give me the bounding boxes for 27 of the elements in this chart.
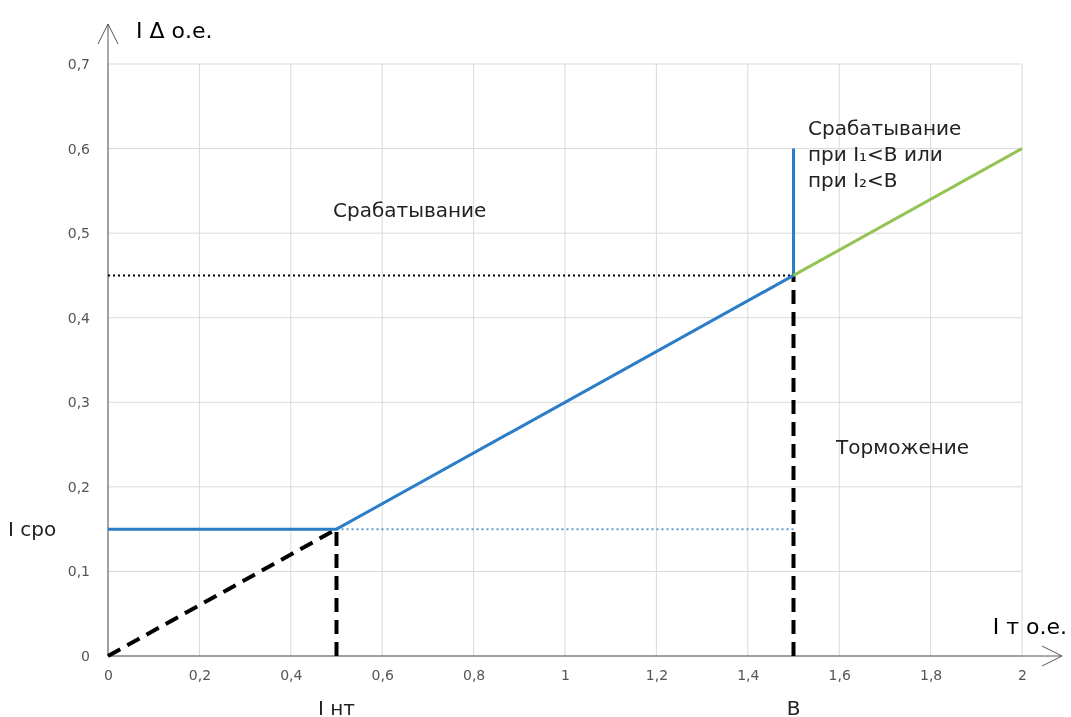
x-tick-label: 1,6 bbox=[828, 666, 851, 683]
x-tick-label: 2 bbox=[1018, 666, 1027, 683]
y-axis-title: I Δ о.е. bbox=[136, 18, 213, 43]
x-tick-label: 0 bbox=[104, 666, 113, 683]
y-tick-label: 0,6 bbox=[67, 140, 91, 157]
x-tick-label: 0,6 bbox=[371, 666, 394, 683]
y-tick-label: 0,1 bbox=[67, 563, 90, 580]
annotation: B bbox=[786, 696, 801, 717]
y-tick-label: 0 bbox=[81, 647, 90, 664]
annotation: I нт bbox=[318, 696, 356, 717]
annotation: Торможение bbox=[835, 435, 970, 459]
x-tick-label: 0,2 bbox=[188, 666, 212, 683]
y-tick-label: 0,7 bbox=[67, 55, 90, 72]
x-tick-label: 0,4 bbox=[280, 666, 303, 683]
annotation: I сро bbox=[8, 517, 57, 542]
annotation: Срабатывание bbox=[333, 198, 487, 222]
x-axis-title: I т о.е. bbox=[992, 614, 1067, 639]
x-tick-label: 1,8 bbox=[919, 666, 943, 683]
x-tick-label: 1 bbox=[561, 666, 570, 683]
annotation: Срабатывание при I₁<B или при I₂<B bbox=[808, 116, 962, 192]
y-tick-label: 0,3 bbox=[67, 394, 90, 411]
y-tick-label: 0,2 bbox=[67, 478, 90, 495]
x-tick-label: 1,4 bbox=[737, 666, 760, 683]
y-tick-label: 0,5 bbox=[67, 225, 90, 242]
y-tick-label: 0,4 bbox=[67, 309, 91, 326]
x-tick-label: 1,2 bbox=[645, 666, 669, 683]
x-tick-label: 0,8 bbox=[462, 666, 486, 683]
